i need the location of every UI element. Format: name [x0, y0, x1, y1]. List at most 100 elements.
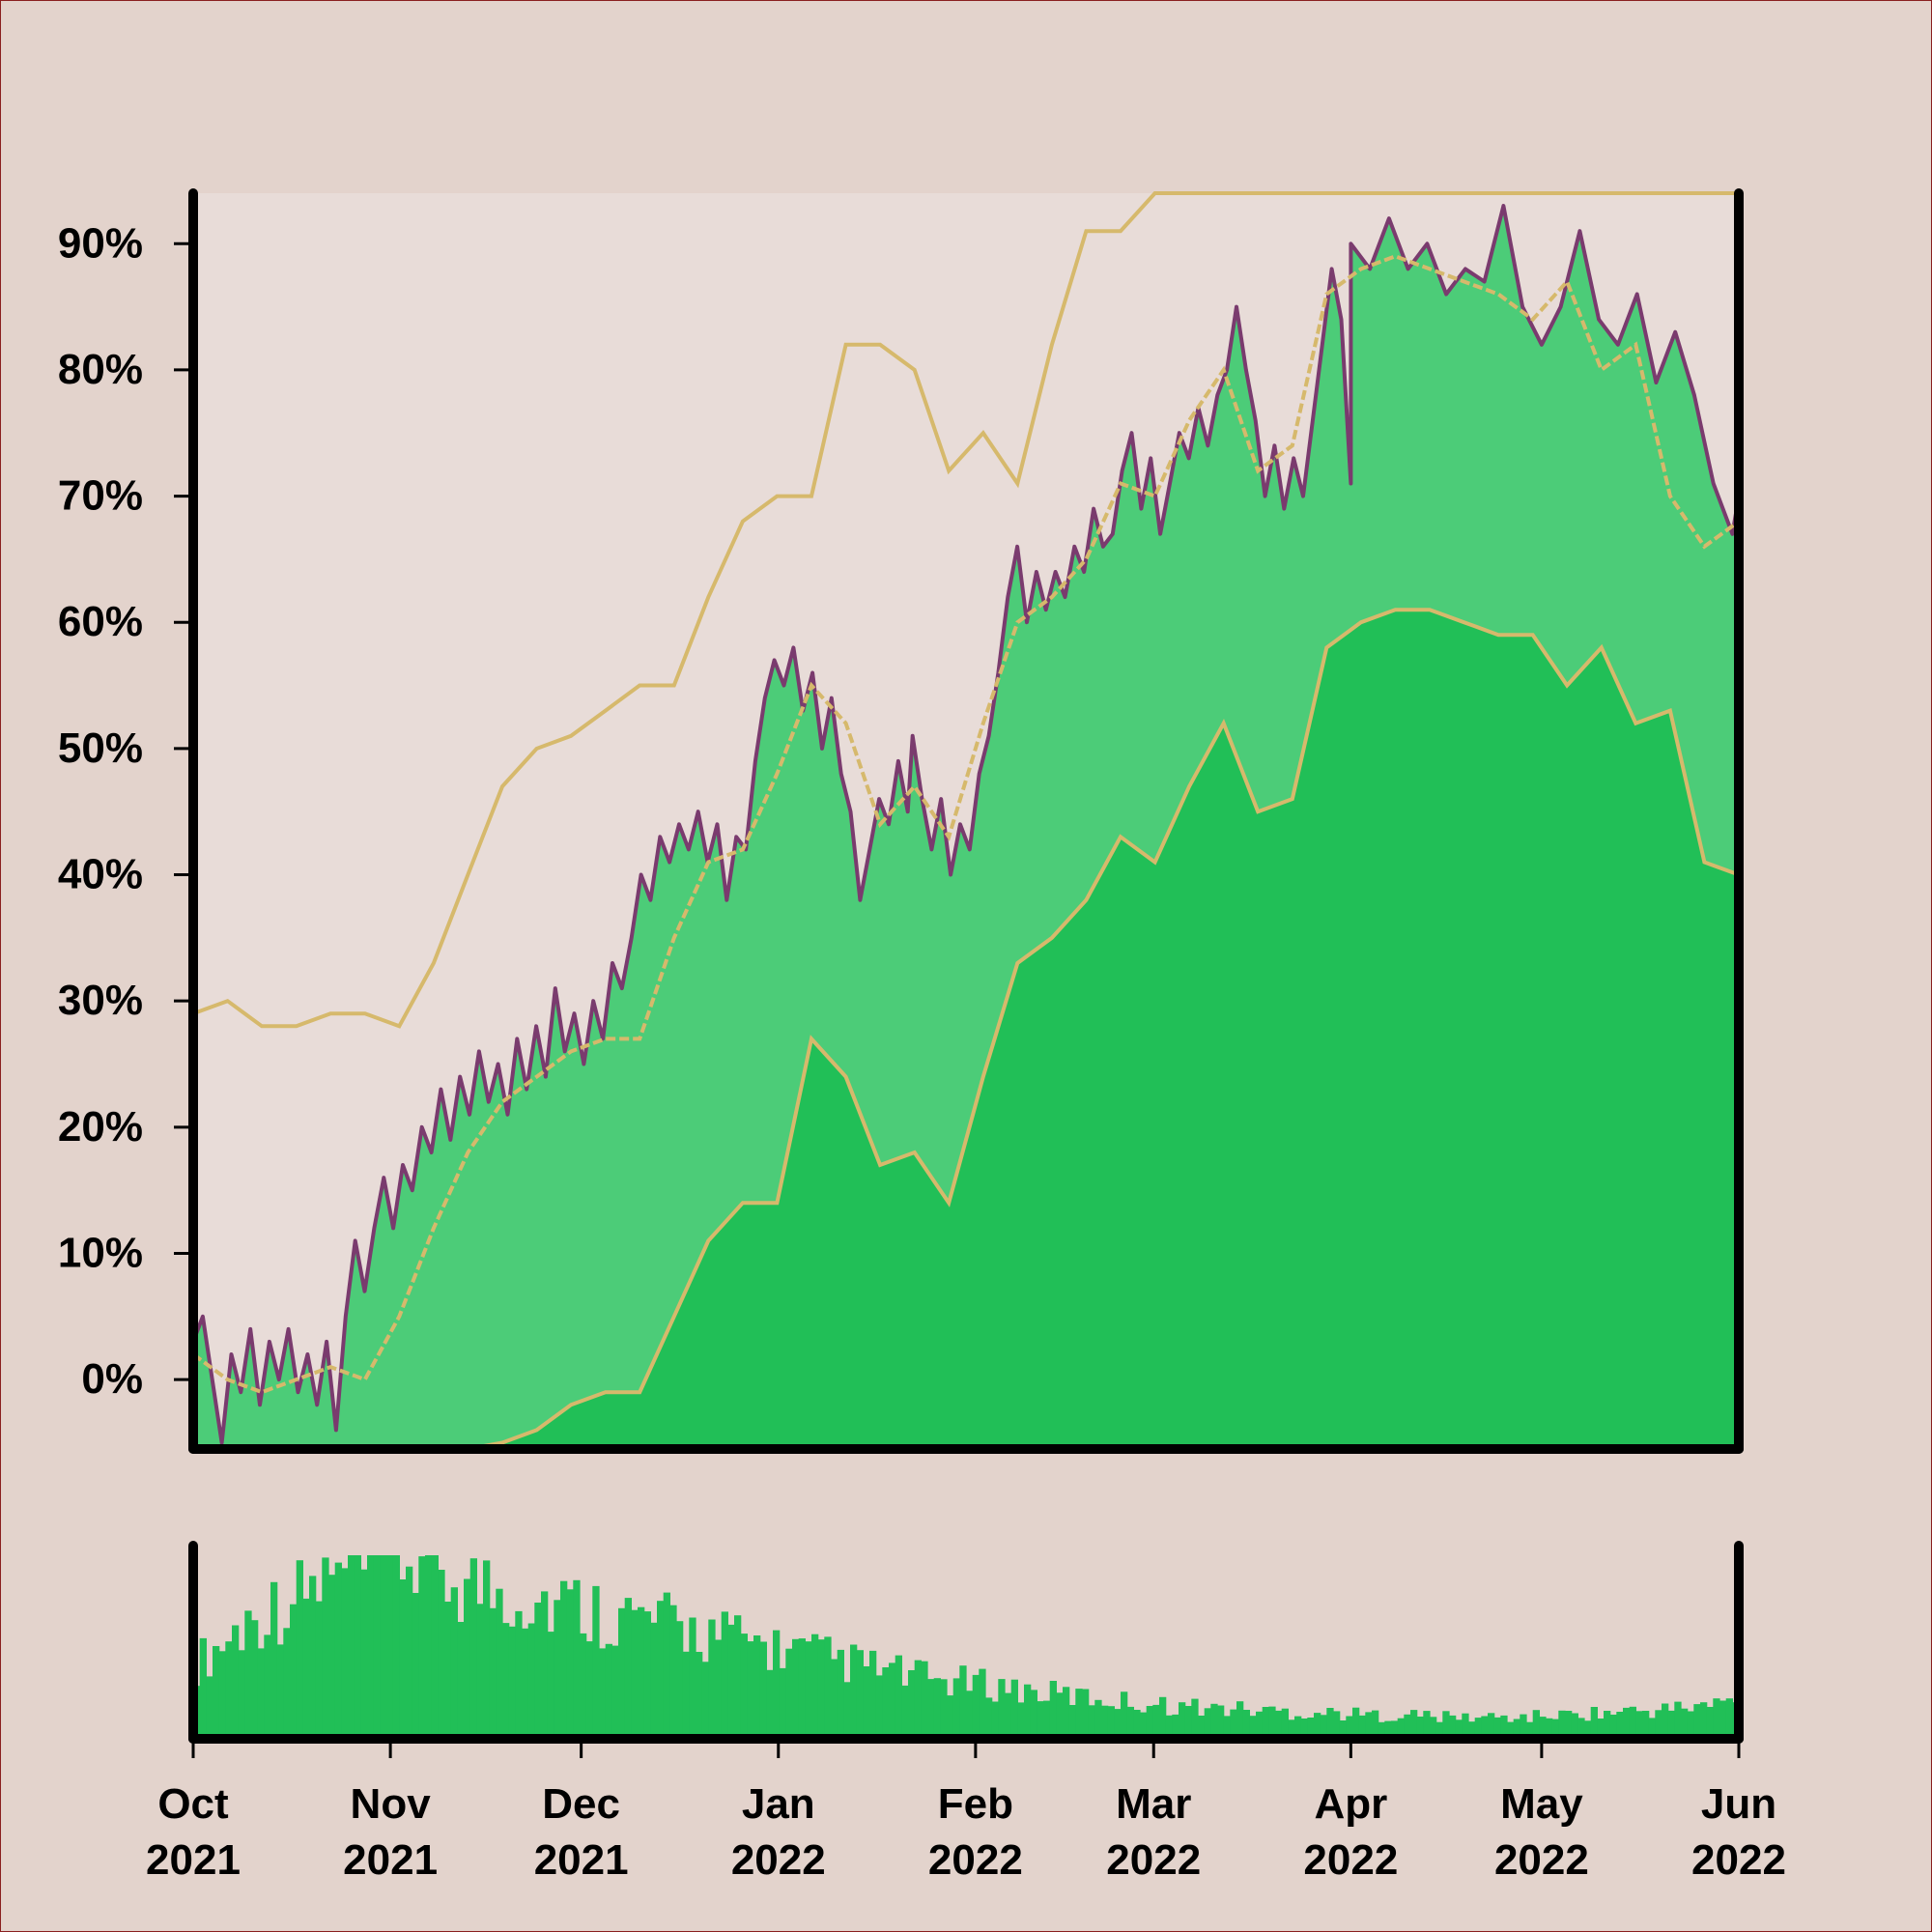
volume-bar — [1075, 1689, 1083, 1739]
volume-bar — [1397, 1718, 1405, 1739]
volume-bar — [1546, 1718, 1553, 1739]
volume-bar — [541, 1591, 549, 1739]
volume-bar — [959, 1665, 967, 1739]
volume-bar — [1384, 1720, 1392, 1739]
volume-bar — [663, 1592, 670, 1739]
volume-bar — [1256, 1711, 1264, 1739]
volume-bar — [1565, 1711, 1573, 1739]
volume-bar — [1623, 1707, 1631, 1739]
volume-bar — [1358, 1715, 1366, 1739]
volume-bar — [373, 1555, 381, 1739]
volume-bar — [1101, 1705, 1109, 1739]
volume-bar — [676, 1621, 684, 1739]
volume-bar — [1642, 1711, 1650, 1739]
volume-bar — [457, 1622, 465, 1739]
volume-bar — [1030, 1690, 1037, 1739]
volume-bar — [573, 1579, 581, 1739]
volume-bar — [1558, 1710, 1566, 1739]
volume-bar — [1365, 1712, 1373, 1739]
volume-bar — [618, 1607, 626, 1739]
volume-bar — [309, 1576, 317, 1739]
volume-bar — [972, 1674, 980, 1739]
volume-bar — [592, 1585, 600, 1739]
volume-bar — [753, 1635, 761, 1739]
volume-bar — [1532, 1710, 1540, 1739]
volume-bar — [1126, 1706, 1134, 1739]
volume-bar — [283, 1628, 291, 1739]
volume-bar — [534, 1603, 542, 1739]
volume-bar — [759, 1641, 767, 1739]
volume-bar — [547, 1632, 554, 1739]
volume-bar — [1049, 1681, 1057, 1739]
volume-bar — [1314, 1713, 1321, 1739]
y-tick-labels: 0% 10% 20% 30% 40% 50% 60% 70% 80% 90% — [58, 219, 143, 1403]
volume-bar — [1539, 1717, 1547, 1739]
volume-bar — [624, 1598, 632, 1739]
volume-bar — [199, 1637, 207, 1739]
volume-bar — [1488, 1713, 1495, 1739]
volume-bar — [682, 1651, 690, 1739]
volume-bar — [580, 1633, 587, 1739]
volume-bar — [496, 1588, 503, 1739]
volume-bar — [1352, 1707, 1360, 1739]
volume-bar — [1024, 1684, 1032, 1739]
volume-bar — [508, 1626, 516, 1739]
volume-bar — [1500, 1715, 1508, 1739]
volume-bar — [1056, 1692, 1064, 1739]
volume-bar — [1706, 1707, 1714, 1739]
volume-plot-marks — [193, 1555, 1740, 1739]
volume-bar — [1462, 1713, 1469, 1739]
main-plot-marks — [191, 191, 1741, 1451]
x-tick-label-month: Oct — [157, 1780, 229, 1828]
volume-bar — [837, 1649, 844, 1739]
volume-bar — [1577, 1718, 1585, 1739]
y-tick-label: 10% — [58, 1229, 143, 1276]
volume-bar — [1526, 1721, 1534, 1739]
volume-bar — [1307, 1718, 1315, 1739]
volume-bar — [889, 1662, 896, 1739]
lower-band-area — [193, 610, 1739, 1449]
volume-bar — [696, 1652, 703, 1739]
volume-bar — [1088, 1705, 1095, 1739]
volume-bar — [1513, 1719, 1520, 1739]
volume-bar — [1346, 1716, 1353, 1739]
x-tick-label-month: Dec — [542, 1780, 620, 1828]
volume-bar — [502, 1623, 510, 1739]
volume-bar — [985, 1697, 993, 1739]
volume-bar — [901, 1685, 909, 1739]
volume-bar — [213, 1646, 220, 1739]
x-tick-label-month: Jan — [742, 1780, 815, 1828]
volume-bar — [1507, 1721, 1515, 1739]
volume-bar — [1442, 1711, 1450, 1739]
x-tick-label-month: Feb — [938, 1780, 1013, 1828]
volume-bar — [1662, 1703, 1669, 1739]
volume-bar — [1493, 1717, 1501, 1739]
volume-bar — [425, 1555, 433, 1739]
volume-bar — [392, 1555, 400, 1739]
smoothed-line — [191, 254, 1741, 1395]
volume-bar — [1648, 1718, 1656, 1739]
volume-bar — [638, 1606, 645, 1739]
volume-bar — [1300, 1719, 1308, 1739]
volume-bar — [1674, 1701, 1682, 1739]
volume-bar — [1320, 1715, 1327, 1739]
x-tick-label-year: 2022 — [1106, 1836, 1201, 1884]
volume-bar — [1410, 1710, 1418, 1739]
volume-bar — [367, 1555, 375, 1739]
volume-bar — [412, 1593, 419, 1739]
volume-bar — [1609, 1715, 1617, 1739]
volume-bar — [914, 1660, 922, 1739]
volume-bar — [1372, 1710, 1379, 1739]
volume-bar — [476, 1604, 484, 1739]
volume-bar — [856, 1650, 864, 1739]
volume-bar — [657, 1601, 665, 1739]
upper-band-line — [192, 191, 1739, 1029]
volume-bar — [1140, 1712, 1148, 1739]
volume-bar — [1146, 1706, 1153, 1739]
volume-bar — [1590, 1707, 1598, 1739]
volume-bar — [1294, 1716, 1302, 1739]
volume-bar — [1191, 1698, 1199, 1739]
volume-bar — [631, 1609, 639, 1739]
volume-bar — [341, 1568, 349, 1739]
volume-bar — [322, 1557, 329, 1739]
